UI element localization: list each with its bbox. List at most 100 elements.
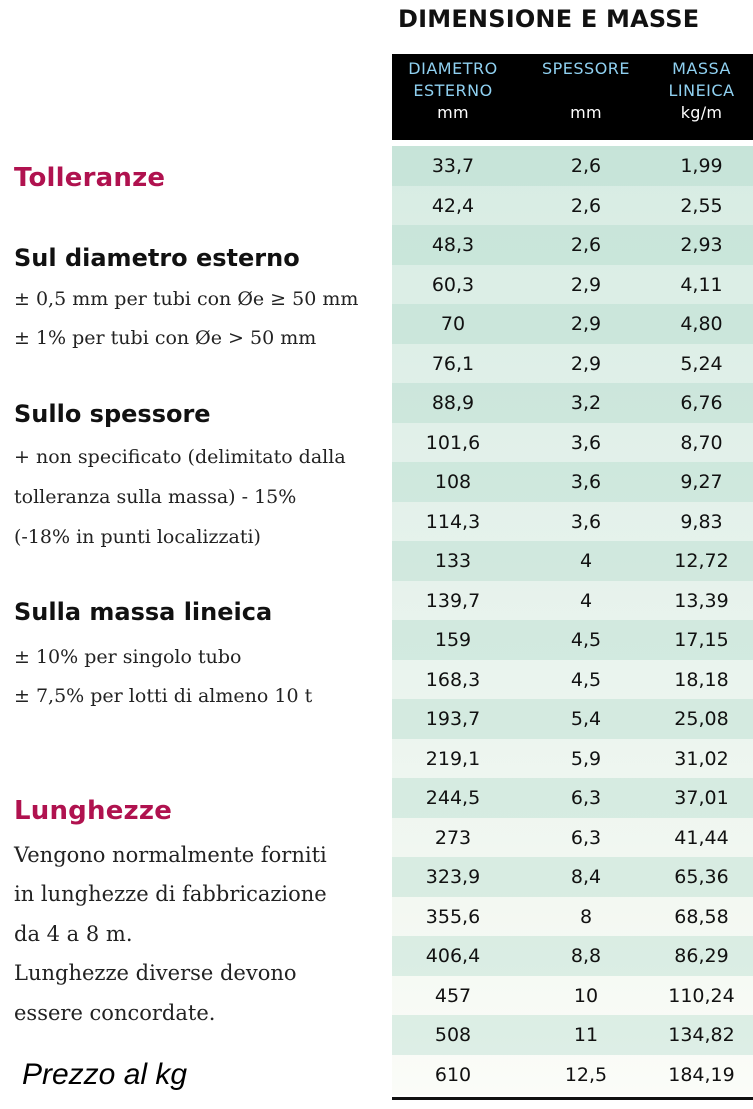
lengths-line: da 4 a 8 m.: [14, 922, 133, 946]
tolerances-title: Tolleranze: [14, 163, 166, 193]
cell-linear-mass: 6,76: [680, 392, 723, 414]
cell-outer-diameter: 168,3: [425, 668, 481, 691]
cell-outer-diameter: 244,5: [425, 787, 481, 809]
column-header-linear-mass: MASSA LINEICA kg/m: [650, 58, 753, 124]
cell-outer-diameter: 48,3: [431, 234, 475, 256]
table-row: 244,5 6,3 37,01: [392, 778, 753, 818]
cell-outer-diameter: 88,9: [431, 392, 475, 414]
diameter-tolerance-line: ± 1% per tubi con Øe > 50 mm: [14, 327, 317, 349]
cell-thickness: 8,4: [570, 866, 602, 888]
thickness-tolerance-title: Sullo spessore: [14, 400, 211, 428]
table-body: 33,7 2,6 1,99 42,4 2,6 2,55 48,3 2,6 2,93 60,3 2,9…: [392, 146, 753, 1095]
cell-thickness: 5,4: [570, 708, 602, 730]
cell-thickness: 10: [573, 984, 599, 1007]
column-unit: kg/m: [680, 103, 723, 122]
table-row: 48,3 2,6 2,93: [392, 225, 753, 265]
column-unit: mm: [570, 103, 602, 122]
cell-outer-diameter: 508: [434, 1024, 472, 1046]
column-header-text: SPESSORE: [541, 59, 631, 78]
diameter-tolerance-title: Sul diametro esterno: [14, 244, 300, 272]
cell-outer-diameter: 60,3: [431, 273, 475, 296]
mass-tolerance-line: ± 10% per singolo tubo: [14, 646, 242, 668]
cell-linear-mass: 65,36: [674, 866, 729, 888]
cell-outer-diameter: 610: [434, 1063, 472, 1086]
cell-thickness: 4: [579, 550, 593, 572]
cell-linear-mass: 17,15: [674, 629, 729, 651]
table-row: 159 4,5 17,15: [392, 620, 753, 660]
table-row: 108 3,6 9,27: [392, 462, 753, 502]
mass-tolerance-title: Sulla massa lineica: [14, 598, 273, 626]
table-row: 133 4 12,72: [392, 541, 753, 581]
lengths-line: essere concordate.: [14, 1001, 216, 1025]
cell-outer-diameter: 76,1: [431, 352, 475, 375]
cell-thickness: 2,9: [570, 313, 602, 335]
cell-linear-mass: 1,99: [680, 155, 723, 177]
cell-outer-diameter: 133: [434, 550, 472, 572]
cell-thickness: 11: [573, 1024, 599, 1046]
cell-outer-diameter: 42,4: [431, 194, 475, 217]
lengths-line: Vengono normalmente forniti: [14, 843, 327, 867]
table-row: 88,9 3,2 6,76: [392, 383, 753, 423]
cell-thickness: 2,9: [570, 273, 602, 296]
cell-linear-mass: 4,11: [680, 273, 723, 296]
table-header: DIAMETRO ESTERNO mm SPESSORE mm MASSA LI…: [392, 54, 753, 140]
cell-thickness: 2,9: [570, 352, 602, 375]
cell-linear-mass: 41,44: [674, 826, 729, 849]
table-row: 219,1 5,9 31,02: [392, 739, 753, 779]
cell-outer-diameter: 323,9: [425, 866, 481, 888]
table-row: 70 2,9 4,80: [392, 304, 753, 344]
table-row: 193,7 5,4 25,08: [392, 699, 753, 739]
cell-linear-mass: 9,27: [680, 471, 723, 493]
cell-thickness: 4: [579, 589, 593, 612]
table-row: 33,7 2,6 1,99: [392, 146, 753, 186]
column-header-text: LINEICA: [668, 81, 735, 100]
table-row: 355,6 8 68,58: [392, 897, 753, 937]
table-row: 76,1 2,9 5,24: [392, 344, 753, 384]
cell-thickness: 12,5: [564, 1063, 608, 1086]
cell-linear-mass: 4,80: [680, 313, 723, 335]
price-note: Prezzo al kg: [22, 1058, 188, 1091]
cell-linear-mass: 13,39: [674, 589, 729, 612]
cell-outer-diameter: 273: [434, 826, 472, 849]
cell-thickness: 3,6: [570, 510, 602, 533]
cell-outer-diameter: 70: [440, 313, 466, 335]
cell-thickness: 4,5: [570, 668, 602, 691]
cell-outer-diameter: 355,6: [425, 905, 481, 928]
diameter-tolerance-line: ± 0,5 mm per tubi con Øe ≥ 50 mm: [14, 288, 359, 310]
cell-outer-diameter: 108: [434, 471, 472, 493]
cell-thickness: 3,2: [570, 392, 602, 414]
cell-outer-diameter: 193,7: [425, 708, 481, 730]
lengths-line: Lunghezze diverse devono: [14, 961, 297, 985]
cell-thickness: 2,6: [570, 194, 602, 217]
cell-linear-mass: 31,02: [674, 747, 729, 770]
cell-thickness: 2,6: [570, 234, 602, 256]
column-unit: mm: [437, 103, 469, 122]
cell-thickness: 3,6: [570, 431, 602, 454]
table-row: 114,3 3,6 9,83: [392, 502, 753, 542]
table-row: 273 6,3 41,44: [392, 818, 753, 858]
table-row: 457 10 110,24: [392, 976, 753, 1016]
cell-linear-mass: 2,93: [680, 234, 723, 256]
cell-thickness: 5,9: [570, 747, 602, 770]
table-row: 508 11 134,82: [392, 1015, 753, 1055]
table-row: 139,7 4 13,39: [392, 581, 753, 621]
table-row: 168,3 4,5 18,18: [392, 660, 753, 700]
cell-thickness: 3,6: [570, 471, 602, 493]
table-row: 60,3 2,9 4,11: [392, 265, 753, 305]
cell-linear-mass: 18,18: [674, 668, 729, 691]
table-bottom-rule: [392, 1097, 753, 1100]
thickness-tolerance-line: (-18% in punti localizzati): [14, 526, 261, 548]
column-header-outer-diameter: DIAMETRO ESTERNO mm: [392, 58, 514, 124]
cell-linear-mass: 2,55: [680, 194, 723, 217]
table-row: 323,9 8,4 65,36: [392, 857, 753, 897]
cell-outer-diameter: 114,3: [425, 510, 481, 533]
cell-outer-diameter: 219,1: [425, 747, 481, 770]
column-header-thickness: SPESSORE mm: [524, 58, 648, 124]
cell-thickness: 2,6: [570, 155, 602, 177]
thickness-tolerance-line: + non specificato (delimitato dalla: [14, 446, 346, 468]
table-row: 610 12,5 184,19: [392, 1055, 753, 1095]
table-title: DIMENSIONE E MASSE: [398, 5, 700, 33]
cell-linear-mass: 37,01: [674, 787, 729, 809]
cell-thickness: 4,5: [570, 629, 602, 651]
table-row: 42,4 2,6 2,55: [392, 186, 753, 226]
